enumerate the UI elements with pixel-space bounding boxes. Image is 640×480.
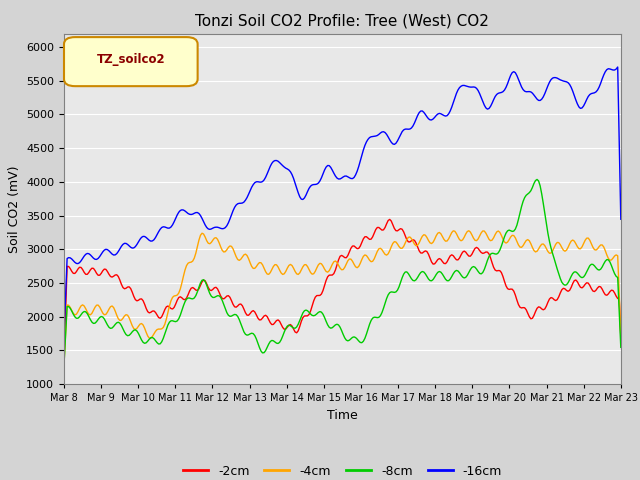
Title: Tonzi Soil CO2 Profile: Tree (West) CO2: Tonzi Soil CO2 Profile: Tree (West) CO2: [195, 13, 490, 28]
Y-axis label: Soil CO2 (mV): Soil CO2 (mV): [8, 165, 20, 252]
Legend: -2cm, -4cm, -8cm, -16cm: -2cm, -4cm, -8cm, -16cm: [178, 460, 507, 480]
FancyBboxPatch shape: [64, 37, 198, 86]
Text: TZ_soilco2: TZ_soilco2: [97, 53, 165, 66]
X-axis label: Time: Time: [327, 408, 358, 421]
